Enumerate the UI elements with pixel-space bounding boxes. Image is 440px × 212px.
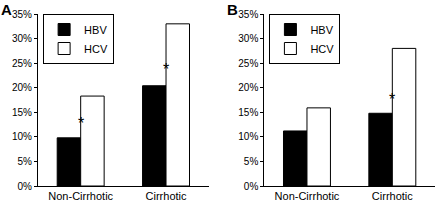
svg-text:5%: 5% — [18, 156, 33, 167]
svg-text:25%: 25% — [238, 58, 258, 69]
svg-text:Cirrhotic: Cirrhotic — [372, 190, 413, 202]
svg-text:A: A — [1, 1, 12, 18]
svg-text:35%: 35% — [12, 9, 32, 20]
svg-text:HCV: HCV — [84, 43, 108, 55]
svg-text:5%: 5% — [244, 156, 259, 167]
svg-text:25%: 25% — [12, 58, 32, 69]
svg-text:B: B — [227, 1, 238, 18]
svg-text:Non-Cirrhotic: Non-Cirrhotic — [275, 190, 340, 202]
svg-text:20%: 20% — [12, 82, 32, 93]
svg-text:30%: 30% — [238, 33, 258, 44]
svg-text:*: * — [389, 91, 395, 108]
svg-text:*: * — [78, 115, 84, 132]
svg-text:HBV: HBV — [84, 24, 107, 36]
svg-text:*: * — [163, 61, 169, 78]
svg-text:HBV: HBV — [310, 24, 333, 36]
svg-text:0%: 0% — [18, 181, 33, 192]
svg-text:15%: 15% — [238, 107, 258, 118]
svg-text:35%: 35% — [238, 9, 258, 20]
svg-text:HCV: HCV — [310, 43, 334, 55]
svg-text:Cirrhotic: Cirrhotic — [146, 190, 187, 202]
svg-text:15%: 15% — [12, 107, 32, 118]
svg-text:10%: 10% — [238, 131, 258, 142]
svg-text:0%: 0% — [244, 181, 259, 192]
svg-text:20%: 20% — [238, 82, 258, 93]
svg-text:30%: 30% — [12, 33, 32, 44]
svg-text:10%: 10% — [12, 131, 32, 142]
svg-text:Non-Cirrhotic: Non-Cirrhotic — [48, 190, 113, 202]
